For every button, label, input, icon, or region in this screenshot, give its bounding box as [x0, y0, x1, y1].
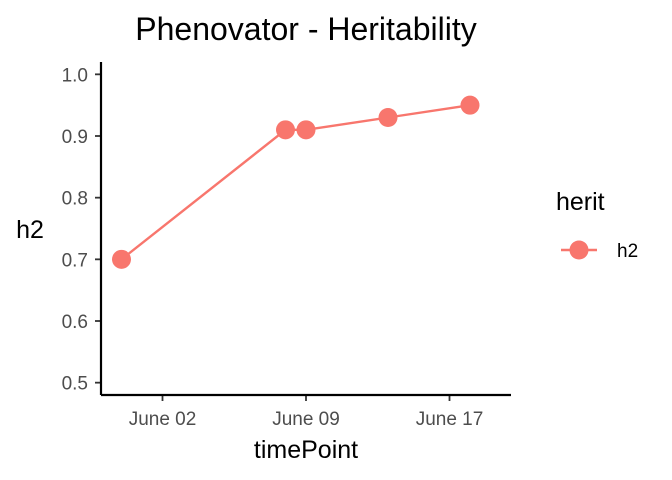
- y-axis-title: h2: [16, 216, 44, 244]
- x-tick-label: June 17: [416, 409, 484, 430]
- x-tick-label: June 02: [129, 409, 197, 430]
- legend-key-point: [569, 240, 589, 260]
- y-tick-label: 0.9: [62, 127, 88, 148]
- legend-label: h2: [617, 241, 638, 262]
- plot-area: 0.5 0.6 0.7 0.8 0.9 1.0 June 02 June 09 June 17: [62, 62, 511, 430]
- y-axis-ticks: 0.5 0.6 0.7 0.8 0.9 1.0: [62, 65, 101, 395]
- y-tick-label: 0.6: [62, 312, 88, 333]
- series-layer: [112, 95, 480, 269]
- y-tick-label: 0.8: [62, 189, 88, 210]
- data-point: [460, 95, 480, 115]
- chart-title: Phenovator - Heritability: [135, 11, 476, 47]
- data-point: [296, 120, 316, 140]
- data-point: [112, 249, 131, 269]
- series-line-h2: [120, 103, 471, 261]
- data-point: [378, 108, 398, 127]
- legend-items: h2: [561, 240, 638, 262]
- x-axis-ticks: June 02 June 09 June 17: [129, 395, 484, 430]
- legend: herit h2: [556, 188, 638, 262]
- y-tick-label: 1.0: [62, 65, 88, 86]
- y-tick-label: 0.5: [62, 374, 88, 395]
- y-tick-label: 0.7: [62, 250, 88, 271]
- legend-item: h2: [561, 240, 638, 262]
- data-point: [276, 120, 295, 140]
- legend-title: herit: [556, 188, 605, 216]
- x-tick-label: June 09: [272, 409, 340, 430]
- x-axis-title: timePoint: [254, 436, 358, 464]
